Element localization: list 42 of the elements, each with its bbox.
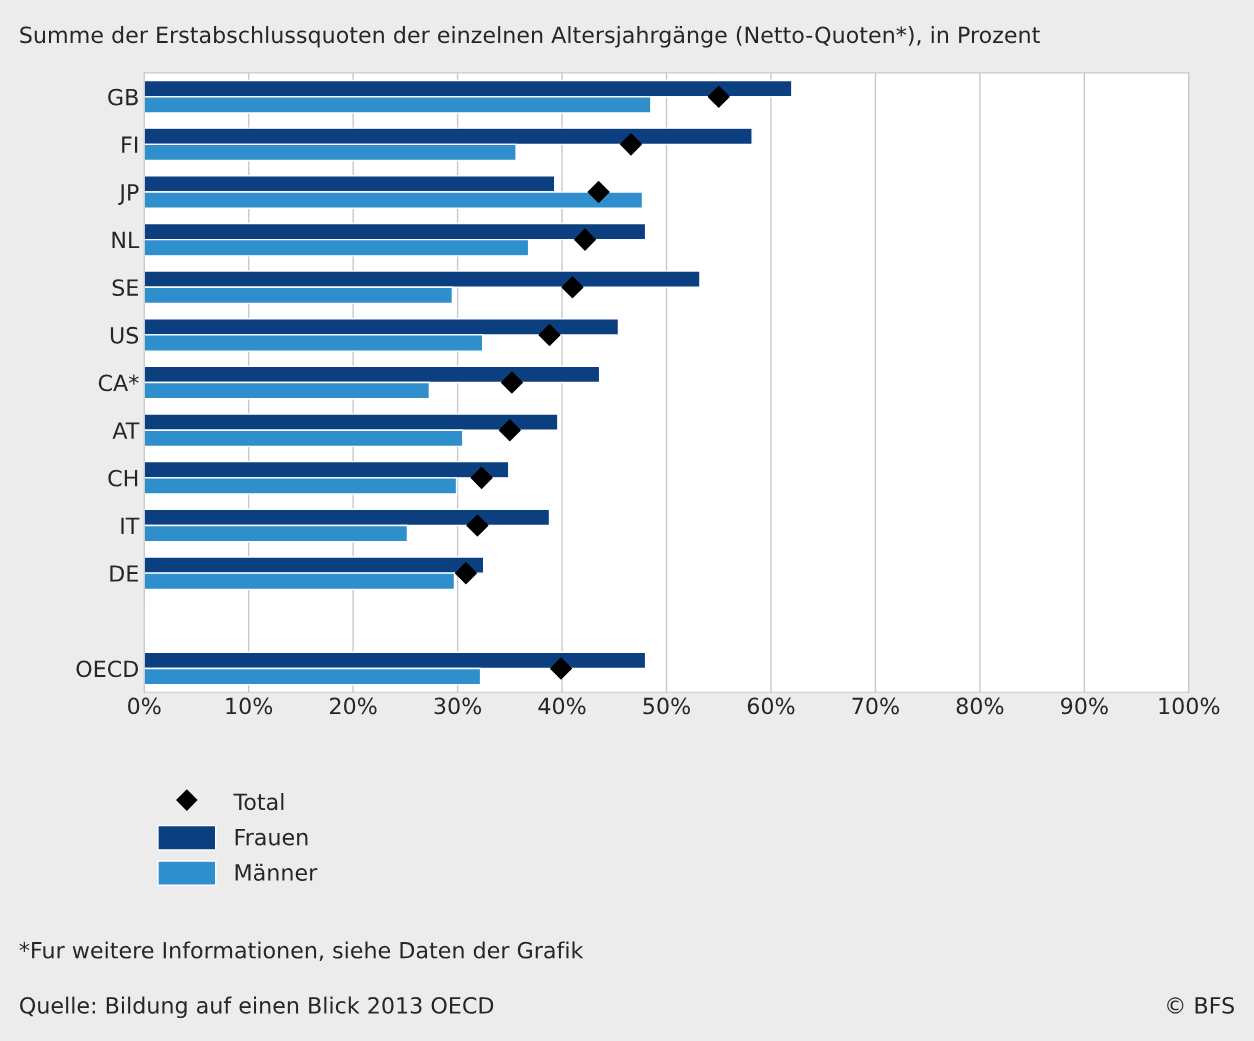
point bbox=[550, 657, 572, 680]
point bbox=[574, 228, 597, 251]
x-tick-label: 50% bbox=[643, 697, 690, 715]
x-tick-label: 20% bbox=[330, 697, 377, 715]
y-tick-label: IT bbox=[121, 517, 140, 534]
y-tick-label: GB bbox=[108, 88, 138, 106]
point bbox=[707, 85, 730, 108]
x-tick-label: 80% bbox=[956, 697, 1004, 715]
point bbox=[498, 419, 521, 442]
y-tick-label: SE bbox=[112, 279, 138, 297]
source-note: Quelle: Bildung auf einen Blick 2013 OECD bbox=[20, 996, 494, 1019]
legend-label: Männer bbox=[235, 863, 318, 881]
y-tick-label: FI bbox=[122, 136, 138, 153]
y-tick-label: NL bbox=[112, 231, 140, 249]
text: *Fur weitere Informationen, siehe Daten der Grafik bbox=[19, 941, 584, 961]
y-tick-label: JP bbox=[118, 184, 139, 205]
x-tick-label: 10% bbox=[226, 697, 273, 715]
point bbox=[454, 562, 477, 585]
y-tick-label: OECD bbox=[76, 660, 139, 678]
point bbox=[538, 323, 561, 346]
x-tick-label: 100% bbox=[1159, 697, 1220, 715]
legend-label: Total bbox=[233, 793, 284, 811]
point bbox=[587, 180, 610, 203]
x-tick-label: 90% bbox=[1061, 697, 1108, 715]
x-tick-label: 70% bbox=[852, 697, 899, 715]
y-tick-label: US bbox=[110, 326, 139, 344]
y-tick-label: CA* bbox=[98, 374, 139, 392]
point bbox=[470, 466, 493, 489]
point bbox=[619, 133, 642, 156]
point bbox=[500, 371, 523, 394]
x-tick-label: 40% bbox=[538, 697, 586, 715]
text: © BFS bbox=[1167, 996, 1234, 1014]
y-tick-label: DE bbox=[110, 565, 138, 582]
x-tick-label: 0% bbox=[128, 697, 161, 715]
y-tick-label: CH bbox=[108, 469, 138, 487]
x-tick-label: 60% bbox=[747, 697, 795, 715]
y-tick-label: AT bbox=[112, 422, 140, 439]
chart-title: Summe der Erstabschlussquoten der einzelnen Altersjahrgänge (Netto-Quoten*), in Prozent bbox=[20, 26, 1040, 48]
point bbox=[466, 514, 489, 537]
legend-label: Frauen bbox=[235, 829, 308, 846]
x-tick-label: 30% bbox=[434, 697, 482, 715]
point bbox=[561, 276, 584, 299]
